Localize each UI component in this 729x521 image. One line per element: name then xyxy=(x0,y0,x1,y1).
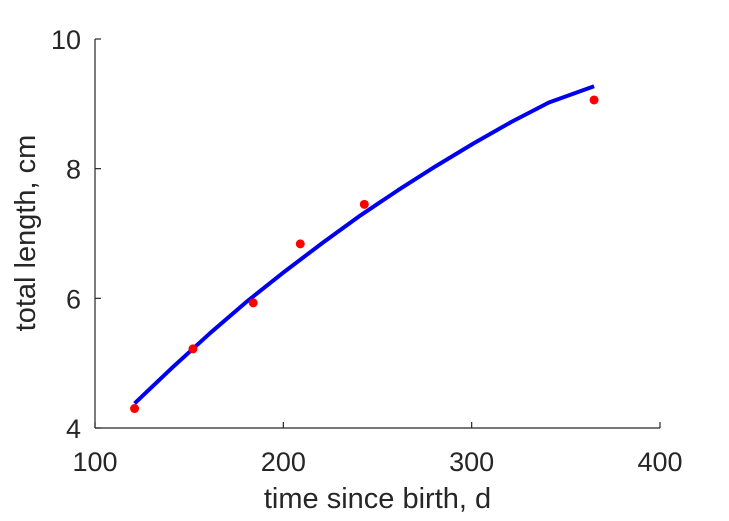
x-tick-label: 400 xyxy=(637,447,682,477)
ticks: 100 200 300 400 4 6 8 10 xyxy=(51,25,683,477)
data-point xyxy=(130,404,140,414)
x-tick-label: 100 xyxy=(72,447,117,477)
y-tick-label: 4 xyxy=(66,414,81,444)
y-tick-label: 10 xyxy=(51,25,81,55)
data-point xyxy=(295,239,305,249)
x-tick-label: 200 xyxy=(261,447,306,477)
axes xyxy=(94,39,660,429)
data-point xyxy=(248,298,258,308)
x-axis-label: time since birth, d xyxy=(264,483,491,515)
y-tick-label: 6 xyxy=(66,284,81,314)
x-tick-label: 300 xyxy=(449,447,494,477)
y-axis-label: total length, cm xyxy=(10,135,42,332)
y-tick-label: 8 xyxy=(66,155,81,185)
data-point xyxy=(188,344,198,354)
data-point xyxy=(589,95,599,105)
plot-area xyxy=(130,84,599,414)
data-point xyxy=(359,199,369,209)
fit-curve xyxy=(133,84,595,405)
